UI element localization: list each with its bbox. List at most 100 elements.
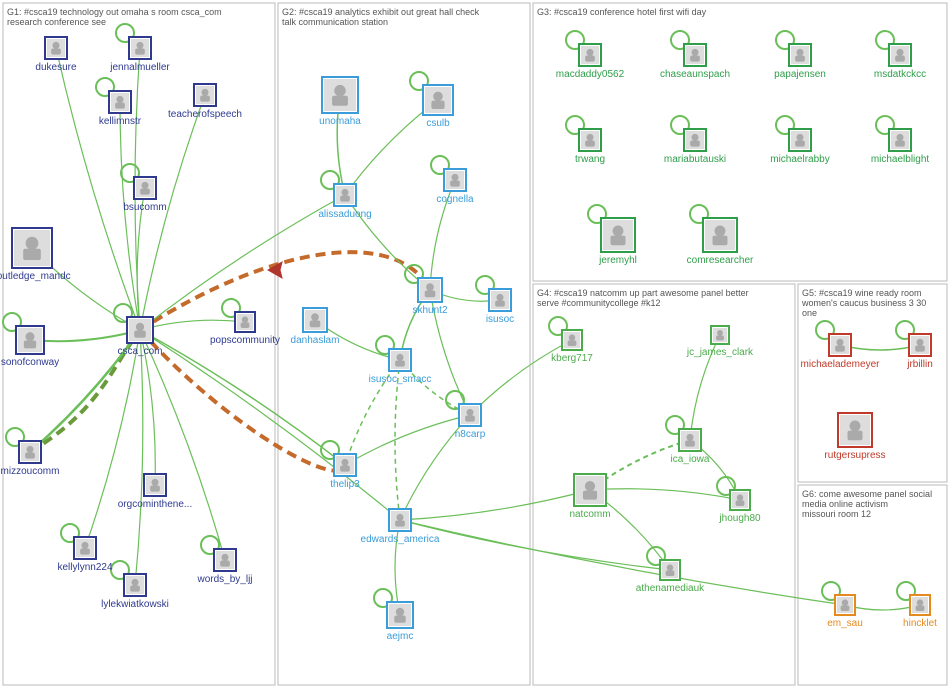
avatar-head <box>201 89 208 96</box>
avatar-body <box>713 236 728 246</box>
avatar-head <box>396 608 404 616</box>
node-label: popscommunity <box>210 335 280 346</box>
avatar-head <box>836 339 843 346</box>
node-label: ica_iowa <box>671 454 710 465</box>
avatar-head <box>136 323 144 331</box>
avatar-head <box>396 514 403 521</box>
node-lylekwiatkowski: lylekwiatkowski <box>101 574 169 610</box>
avatar-body <box>130 585 140 591</box>
group-label-G1: G1: #csca19 technology out omaha s room … <box>7 7 222 17</box>
avatar-head <box>917 599 923 605</box>
node-label: orgcominthene... <box>118 499 193 510</box>
avatar-body <box>685 440 695 446</box>
node-orgcominthene: orgcominthene... <box>118 474 193 510</box>
node-label: csca_com <box>117 346 162 357</box>
avatar-head <box>341 459 348 466</box>
node-athenamediauk: athenamediauk <box>636 560 705 594</box>
node-label: papajensen <box>774 69 826 80</box>
avatar-body <box>135 48 145 54</box>
node-label: n8carp <box>455 429 486 440</box>
avatar-head <box>26 332 35 341</box>
avatar-body <box>690 55 700 61</box>
avatar-body <box>394 616 405 623</box>
avatar-head <box>796 134 803 141</box>
avatar-body <box>395 360 405 366</box>
node-popscommunity: popscommunity <box>210 312 280 346</box>
node-label: mizzoucomm <box>1 466 60 477</box>
big-edge <box>140 252 430 330</box>
avatar-body <box>80 548 90 554</box>
node-label: comresearcher <box>687 255 754 266</box>
edge <box>400 520 670 570</box>
avatar-body <box>848 431 863 441</box>
edge <box>140 330 225 560</box>
node-label: csulb <box>426 118 450 129</box>
group-label-G6: media online activism <box>802 499 888 509</box>
group-label-G5: women's caucus business 3 30 <box>801 298 926 308</box>
avatar-head <box>896 49 903 56</box>
node-label: michaelblight <box>871 154 930 165</box>
node-michaelrabby: michaelrabby <box>770 129 829 165</box>
node-label: em_sau <box>827 618 863 629</box>
avatar-body <box>915 345 925 351</box>
node-mariabutauski: mariabutauski <box>664 129 726 165</box>
node-label: thelip3 <box>330 479 360 490</box>
avatar-body <box>134 331 145 338</box>
node-isusoc_smacc: isusoc_smacc <box>369 349 432 385</box>
avatar-body <box>666 570 675 576</box>
avatar-head <box>691 134 698 141</box>
node-label: trwang <box>575 154 605 165</box>
avatar-head <box>242 316 248 322</box>
node-jc_james_clark: jc_james_clark <box>686 326 754 358</box>
node-label: routledge_mandc <box>0 271 71 282</box>
avatar-body <box>25 452 35 458</box>
node-alissaduong: alissaduong <box>318 184 371 220</box>
node-label: macdaddy0562 <box>556 69 625 80</box>
avatar-head <box>116 96 123 103</box>
node-label: lylekwiatkowski <box>101 599 169 610</box>
avatar-head <box>131 579 138 586</box>
node-label: dukesure <box>35 62 77 73</box>
big-edges-layer <box>30 252 430 470</box>
avatar-head <box>466 409 473 416</box>
group-label-G6: missouri room 12 <box>802 509 871 519</box>
avatar-body <box>465 415 475 421</box>
node-label: athenamediauk <box>636 583 705 594</box>
network-svg: G1: #csca19 technology out omaha s room … <box>0 0 950 688</box>
avatar-head <box>311 313 319 321</box>
network-diagram: { "canvas": { "width": 950, "height": 68… <box>0 0 950 688</box>
avatar-head <box>396 354 403 361</box>
avatar-body <box>916 605 925 611</box>
avatar-head <box>586 134 593 141</box>
avatar-head <box>26 237 39 250</box>
node-aejmc: aejmc <box>387 602 414 642</box>
group-label-G4: G4: #csca19 natcomm up part awesome pane… <box>537 288 749 298</box>
avatar-head <box>151 479 158 486</box>
node-macdaddy0562: macdaddy0562 <box>556 44 625 80</box>
node-csulb: csulb <box>423 85 453 129</box>
node-label: unomaha <box>319 116 361 127</box>
avatar-body <box>51 48 61 54</box>
avatar-head <box>496 294 503 301</box>
node-comresearcher: comresearcher <box>687 218 754 266</box>
node-label: isusoc_smacc <box>369 374 432 385</box>
node-dukesure: dukesure <box>35 37 77 73</box>
node-label: chaseaunspach <box>660 69 730 80</box>
node-label: alissaduong <box>318 209 371 220</box>
node-routledge_mandc: routledge_mandc <box>0 228 71 282</box>
avatar-body <box>835 345 845 351</box>
node-label: jennalmueller <box>109 62 170 73</box>
node-label: michaelrabby <box>770 154 829 165</box>
node-label: kellimnstr <box>99 116 142 127</box>
group-label-G5: one <box>802 308 817 318</box>
avatar-body <box>585 140 595 146</box>
avatar-head <box>585 481 595 491</box>
avatar-head <box>686 434 693 441</box>
avatar-body <box>795 55 805 61</box>
node-label: hincklet <box>903 618 937 629</box>
node-label: rutgersupress <box>824 450 885 461</box>
node-csca_com: csca_com <box>117 317 162 357</box>
avatar-body <box>241 322 250 328</box>
avatar-body <box>340 465 350 471</box>
group-label-G2: talk communication station <box>282 17 388 27</box>
